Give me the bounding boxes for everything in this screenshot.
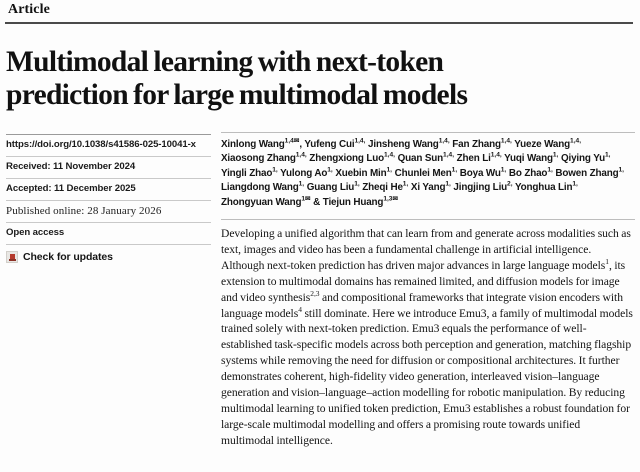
article-type-kicker: Article [8, 2, 50, 17]
published-online-date: Published online: 28 January 2026 [6, 200, 211, 222]
author-line: Yingli Zhao1, Yulong Ao1, Xuebin Min1, C… [221, 166, 624, 179]
check-for-updates-badge[interactable]: Check for updates [6, 244, 211, 267]
author-line: Xinlong Wang1,4✉, Yufeng Cui1,4, Jinshen… [221, 137, 582, 150]
author-list: Xinlong Wang1,4✉, Yufeng Cui1,4, Jinshen… [221, 132, 635, 210]
abstract-text: Developing a unified algorithm that can … [221, 219, 635, 449]
open-access-label: Open access [6, 222, 211, 244]
author-line: Zhongyuan Wang1✉ & Tiejun Huang1,3✉ [221, 195, 399, 208]
right-column: Xinlong Wang1,4✉, Yufeng Cui1,4, Jinshen… [221, 132, 635, 449]
title-line-1: Multimodal learning with next-token [6, 45, 444, 78]
author-line: Liangdong Wang1, Guang Liu1, Zheqi He1, … [221, 180, 578, 194]
author-line: Xiaosong Zhang1,4, Zhengxiong Luo1,4, Qu… [221, 152, 611, 165]
doi-link[interactable]: https://doi.org/10.1038/s41586-025-10041… [6, 134, 211, 156]
check-for-updates-icon [6, 250, 18, 263]
check-for-updates-label: Check for updates [23, 250, 113, 263]
page-title: Multimodal learning with next-token pred… [6, 46, 634, 112]
article-metadata: https://doi.org/10.1038/s41586-025-10041… [6, 134, 211, 267]
header-divider [5, 22, 633, 24]
received-date: Received: 11 November 2024 [6, 156, 211, 178]
title-line-2: prediction for large multimodal models [6, 78, 468, 111]
accepted-date: Accepted: 11 December 2025 [6, 178, 211, 200]
